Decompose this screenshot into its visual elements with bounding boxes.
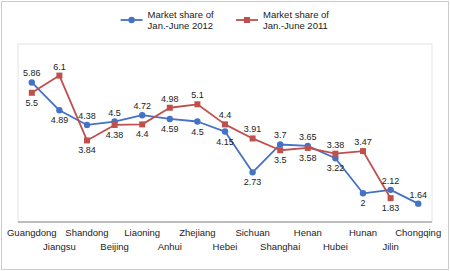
point <box>250 135 256 141</box>
figure-border <box>2 2 449 270</box>
data-label: 4.5 <box>191 127 204 137</box>
point <box>277 147 283 153</box>
point <box>194 118 200 124</box>
category-label: Shanghai <box>260 241 300 252</box>
point <box>415 200 421 206</box>
category-label: Sichuan <box>235 227 269 238</box>
data-label: 6.1 <box>53 62 66 72</box>
legend-label: Market share ofJan.-June 2011 <box>263 9 329 31</box>
category-label: Jilin <box>382 241 398 252</box>
data-label: 4.4 <box>136 129 149 139</box>
data-label: 2 <box>360 198 365 208</box>
point <box>332 151 338 157</box>
data-label: 3.47 <box>354 137 372 147</box>
point <box>29 79 35 85</box>
data-label: 1.83 <box>382 203 400 213</box>
data-label: 3.84 <box>78 145 96 155</box>
point <box>277 141 283 147</box>
category-label: Hunan <box>349 227 377 238</box>
marks <box>29 73 422 207</box>
point <box>112 122 118 128</box>
point <box>360 190 366 196</box>
data-label: 4.89 <box>51 115 69 125</box>
data-label: 4.15 <box>216 137 234 147</box>
data-label: 3.5 <box>274 155 287 165</box>
legend-label: Market share ofJan.-June 2012 <box>148 9 214 31</box>
point <box>388 195 394 201</box>
data-label: 3.91 <box>244 124 262 134</box>
point <box>249 169 255 175</box>
data-label: 3.65 <box>299 132 317 142</box>
data-label: 4.4 <box>219 110 232 120</box>
point <box>84 137 90 143</box>
point <box>56 73 62 79</box>
data-label: 4.72 <box>133 101 151 111</box>
legend: Market share ofJan.-June 2012 Market shar… <box>121 9 330 31</box>
data-label: 4.98 <box>161 94 179 104</box>
category-label: Hubei <box>323 241 348 252</box>
data-label: 2.12 <box>382 176 400 186</box>
category-label: Liaoning <box>124 227 160 238</box>
point <box>194 101 200 107</box>
point <box>29 90 35 96</box>
category-label: Anhui <box>158 241 182 252</box>
point <box>167 105 173 111</box>
point <box>139 112 145 118</box>
point <box>84 122 90 128</box>
category-label: Shandong <box>65 227 108 238</box>
point <box>305 145 311 151</box>
data-label: 5.1 <box>191 90 204 100</box>
point <box>360 148 366 154</box>
series-line <box>32 76 391 199</box>
category-label: Henan <box>294 227 322 238</box>
data-label: 5.5 <box>26 98 39 108</box>
point <box>222 128 228 134</box>
category-label: Jiangsu <box>43 241 76 252</box>
data-label: 3.58 <box>299 153 317 163</box>
point <box>222 121 228 127</box>
x-axis-line <box>18 222 432 223</box>
data-label: 4.5 <box>108 108 121 118</box>
category-label: Zhejiang <box>179 227 215 238</box>
data-label: 3.38 <box>327 140 345 150</box>
series-line <box>32 82 418 203</box>
point <box>387 187 393 193</box>
category-label: Guangdong <box>7 227 57 238</box>
data-label: 2.73 <box>244 177 262 187</box>
data-label: 1.64 <box>409 190 427 200</box>
point <box>139 121 145 127</box>
data-label: 3.7 <box>274 130 287 140</box>
data-label: 4.38 <box>78 111 96 121</box>
legend-entry: Market share ofJan.-June 2011 <box>236 9 329 31</box>
data-label: 4.38 <box>106 130 124 140</box>
point <box>167 116 173 122</box>
data-label: 4.59 <box>161 124 179 134</box>
legend-entry: Market share ofJan.-June 2012 <box>121 9 214 31</box>
background <box>0 0 450 271</box>
legend-marker <box>128 17 134 23</box>
legend-marker <box>244 17 250 23</box>
data-label: 3.22 <box>327 163 345 173</box>
point <box>56 107 62 113</box>
category-label: Beijing <box>100 241 129 252</box>
data-labels: 5.86 4.89 4.38 4.5 4.72 4.59 4.5 4.15 2.73 3.7 3.6… <box>23 62 427 214</box>
category-label: Hebei <box>213 241 238 252</box>
plot-frame <box>18 44 432 222</box>
data-label: 5.86 <box>23 68 41 78</box>
chart: 5.86 4.89 4.38 4.5 4.72 4.59 4.5 4.15 2.73 3.7 3.6… <box>0 0 450 271</box>
category-label: Chongqing <box>395 227 441 238</box>
